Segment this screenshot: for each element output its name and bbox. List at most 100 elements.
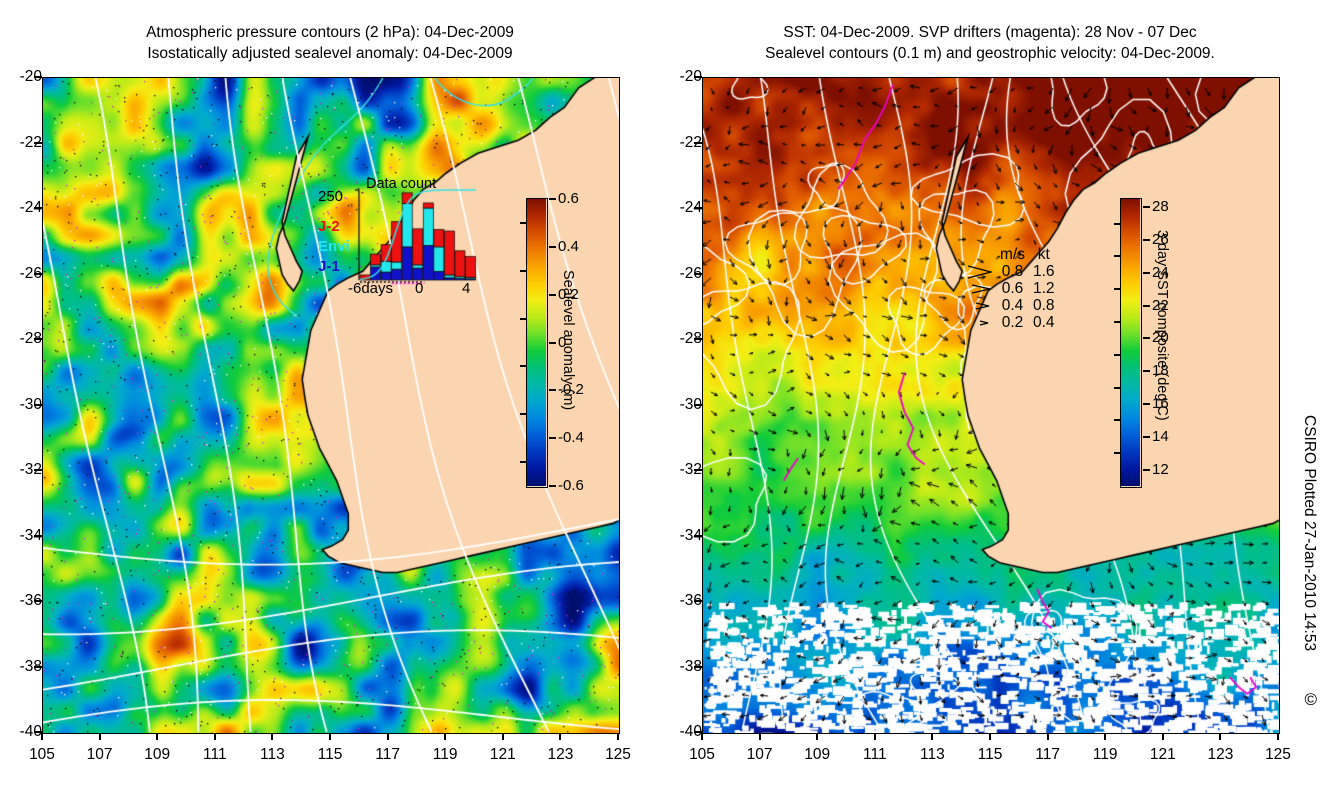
colorbar-minor-tick [1114,386,1120,389]
y-tick-mark [34,731,42,733]
x-tick-mark [873,732,876,740]
velkey-header-kt: kt [1037,246,1050,263]
panel-left-title: Atmospheric pressure contours (2 hPa): 0… [0,22,660,64]
y-tick-label: -20 [679,68,702,85]
x-axis-left: 105 107 109 111 113 115 117 119 121 123 125 [29,732,631,772]
x-tick-label: 117 [1035,746,1060,763]
x-tick-label: 125 [605,746,631,763]
velkey-kt-0: 1.6 [1032,263,1055,280]
x-tick-mark [156,732,159,740]
x-tick-label: 109 [804,746,831,763]
y-tick-label: -20 [19,68,42,85]
map-sealevel-anomaly[interactable] [42,77,620,734]
map-sst[interactable] [702,77,1280,734]
colorbar-sst-gradient [1121,199,1140,486]
x-tick-label: 105 [29,746,55,763]
inset-legend-j2: J-2 [318,218,340,235]
colorbar-minor-tick [1114,452,1120,455]
velkey-row: 0.4 0.8 [962,297,1059,314]
colorbar-minor-tick [520,413,526,416]
x-tick-label: 111 [203,746,227,763]
colorbar-sealevel-anomaly: 0.6 0.4 0.2 0 -0.2 -0.4 -0.6 [520,190,584,494]
y-tick-label: -40 [679,723,702,740]
colorbar-tick-label: 12 [1152,460,1169,478]
inset-legend-envi: Envi [318,238,350,255]
colorbar-minor-tick [520,365,526,368]
colorbar-tick [1143,206,1150,209]
colorbar-tick [1143,239,1150,241]
y-tick-label: -38 [679,657,702,675]
colorbar-tick [549,389,556,392]
x-tick-mark [816,732,819,740]
colorbar-tick-label: 20 [1152,329,1169,347]
velkey-kt-1: 1.2 [1032,280,1055,297]
y-tick-label: -24 [19,199,42,216]
velocity-arrow-icon [962,297,996,314]
colorbar-tick [549,198,556,200]
x-tick-label: 121 [1149,746,1176,763]
sealevel-anomaly-field [43,78,619,733]
colorbar-minor-tick [520,269,526,272]
colorbar-tick-label: 28 [1152,198,1169,216]
colorbar-tick-label: 26 [1152,231,1169,248]
colorbar-tick-label: 0.6 [558,190,579,207]
x-tick-mark [1046,732,1049,740]
colorbar-minor-tick [1114,255,1120,258]
x-tick-label: 109 [144,746,171,763]
panel-left-title-line1: Atmospheric pressure contours (2 hPa): 0… [146,24,514,41]
x-tick-label: 123 [1207,746,1234,763]
colorbar-tick [549,245,556,248]
inset-xlabel-start: -6days [348,280,394,297]
colorbar-minor-tick [520,461,526,464]
colorbar-minor-tick [1114,353,1120,356]
velkey-ms-0: 0.8 [1001,263,1024,280]
y-tick-mark [694,731,702,733]
velkey-ms-2: 0.4 [1001,297,1024,314]
x-tick-label: 107 [86,746,113,763]
colorbar-tick [549,485,556,487]
x-tick-mark [931,732,934,740]
y-tick-mark [694,469,702,471]
y-tick-mark [694,141,702,144]
copyright-symbol-icon: © [1304,690,1317,709]
panel-sst: SST: 04-Dec-2009. SVP drifters (magenta)… [660,0,1320,810]
data-count-inset: Data count 250 J-2 Envi J-1 -6days 0 4 [318,176,518,301]
y-tick-mark [34,76,42,78]
y-tick-label: -22 [19,133,42,151]
x-tick-mark [617,732,619,740]
data-count-histogram [352,186,482,286]
colorbar-tick [549,437,556,440]
copyright-credit: CSIRO Plotted 27-Jan-2010 14:53 [1301,415,1318,652]
y-tick-label: -26 [19,264,42,282]
inset-legend-j1: J-1 [318,258,340,275]
colorbar-tick-label: 22 [1152,296,1169,314]
y-axis-right: -20 -22 -24 -26 -28 -30 -32 -34 -36 -38 -40 [660,68,702,740]
x-tick-label: 119 [432,746,458,763]
inset-ymax-label: 250 [318,188,344,205]
x-tick-mark [559,732,562,740]
x-tick-mark [41,732,43,740]
x-tick-mark [213,732,216,740]
velkey-kt-3: 0.4 [1032,314,1055,331]
velkey-arrow-header [962,246,996,263]
x-tick-mark [386,732,389,740]
colorbar-tick-label: 18 [1152,362,1169,380]
x-tick-mark [758,732,761,740]
y-tick-mark [694,272,702,275]
panel-right-title: SST: 04-Dec-2009. SVP drifters (magenta)… [660,22,1320,64]
colorbar-tick-label: 0 [558,333,567,351]
y-tick-mark [694,665,702,668]
inset-xlabel-zero: 0 [415,280,424,297]
y-tick-label: -38 [19,657,42,675]
colorbar-tick-label: 14 [1152,427,1169,445]
colorbar-tick [1143,403,1150,405]
colorbar-tick [1143,304,1150,307]
y-tick-mark [694,534,702,537]
y-tick-label: -32 [19,461,42,478]
x-tick-mark [989,732,991,740]
colorbar-sealevel-label: Sealevel anomaly (m) [560,270,576,411]
velkey-ms-1: 0.6 [1001,280,1024,297]
x-tick-mark [1219,732,1222,740]
x-tick-label: 113 [260,746,285,763]
y-tick-label: -34 [679,526,702,544]
